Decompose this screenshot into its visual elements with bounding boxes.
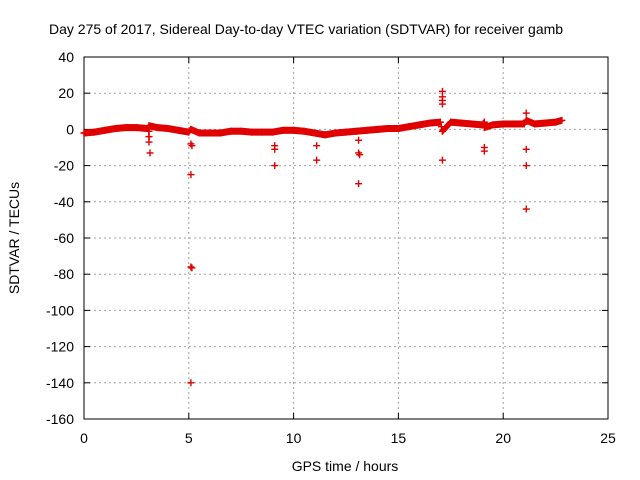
data-point	[188, 264, 196, 272]
data-point	[258, 128, 266, 136]
x-tick-label: 15	[391, 430, 407, 446]
data-point	[187, 125, 195, 133]
data-point	[342, 128, 350, 136]
data-point	[356, 151, 364, 159]
data-point	[132, 124, 140, 132]
data-point	[415, 121, 423, 129]
data-point	[188, 142, 196, 150]
y-tick-label: -100	[46, 302, 74, 318]
data-point	[541, 119, 549, 127]
chart-title: Day 275 of 2017, Sidereal Day-to-day VTE…	[49, 21, 563, 37]
data-point	[520, 120, 528, 128]
y-tick-label: 40	[58, 49, 74, 65]
data-point	[271, 145, 279, 153]
x-tick-label: 5	[185, 430, 193, 446]
data-point	[438, 127, 446, 135]
data-point	[522, 162, 530, 170]
data-point	[195, 129, 203, 137]
data-point	[438, 156, 446, 164]
y-axis-label: SDTVAR / TECUs	[6, 182, 22, 294]
x-tick-label: 0	[80, 430, 88, 446]
data-point	[426, 119, 434, 127]
data-point	[468, 120, 476, 128]
data-point	[248, 128, 256, 136]
data-point	[146, 149, 154, 157]
data-point	[552, 118, 560, 126]
data-point	[447, 118, 455, 126]
y-tick-label: 0	[66, 121, 74, 137]
data-point	[311, 129, 319, 137]
data-point	[522, 205, 530, 213]
data-point	[90, 128, 98, 136]
data-point	[438, 100, 446, 108]
data-point	[206, 129, 214, 137]
data-point	[187, 263, 195, 271]
data-point	[271, 162, 279, 170]
data-point	[111, 124, 119, 132]
data-point	[499, 120, 507, 128]
data-point	[122, 124, 130, 132]
data-point	[290, 126, 298, 134]
data-point	[558, 116, 566, 124]
data-point	[510, 120, 518, 128]
data-point	[187, 171, 195, 179]
data-point	[332, 129, 340, 137]
x-axis-label: GPS time / hours	[292, 458, 399, 474]
data-point	[352, 127, 360, 135]
data-point	[145, 138, 153, 146]
data-point	[216, 129, 224, 137]
y-tick-label: -80	[54, 266, 74, 282]
y-tick-label: -40	[54, 194, 74, 210]
data-point	[363, 126, 371, 134]
data-point	[279, 126, 287, 134]
data-point	[531, 120, 539, 128]
data-point	[300, 127, 308, 135]
data-point	[479, 120, 487, 128]
x-tick-label: 20	[495, 430, 511, 446]
data-point	[522, 109, 530, 117]
data-point	[313, 156, 321, 164]
y-tick-label: -60	[54, 230, 74, 246]
data-point	[436, 118, 444, 126]
data-point	[480, 124, 488, 132]
data-point	[153, 124, 161, 132]
x-tick-label: 10	[286, 430, 302, 446]
data-point	[405, 123, 413, 131]
data-series-sdtvar	[80, 87, 566, 387]
grid	[84, 57, 608, 419]
data-point	[187, 379, 195, 387]
data-point	[489, 121, 497, 129]
data-point	[384, 124, 392, 132]
x-tick-label: 25	[600, 430, 616, 446]
x-axis: 0 5 10 15 20 25	[80, 57, 616, 446]
data-point	[522, 145, 530, 153]
data-point	[373, 125, 381, 133]
y-tick-label: -160	[46, 411, 74, 427]
data-point	[457, 119, 465, 127]
y-tick-label: -20	[54, 158, 74, 174]
data-point	[145, 122, 153, 130]
data-point	[394, 124, 402, 132]
y-tick-label: -120	[46, 339, 74, 355]
data-point	[321, 131, 329, 139]
data-point	[355, 136, 363, 144]
data-point	[269, 128, 277, 136]
y-axis: 40 20 0 -20 -40 -60 -80 -100 -120 -140 -160	[46, 49, 608, 427]
data-point	[227, 127, 235, 135]
data-point	[101, 126, 109, 134]
data-point	[522, 116, 530, 124]
y-tick-label: 20	[58, 85, 74, 101]
data-point	[164, 124, 172, 132]
y-tick-label: -140	[46, 375, 74, 391]
data-point	[313, 142, 321, 150]
data-point	[237, 127, 245, 135]
data-point	[80, 129, 88, 137]
data-point	[480, 147, 488, 155]
data-point	[174, 126, 182, 134]
data-point	[355, 180, 363, 188]
